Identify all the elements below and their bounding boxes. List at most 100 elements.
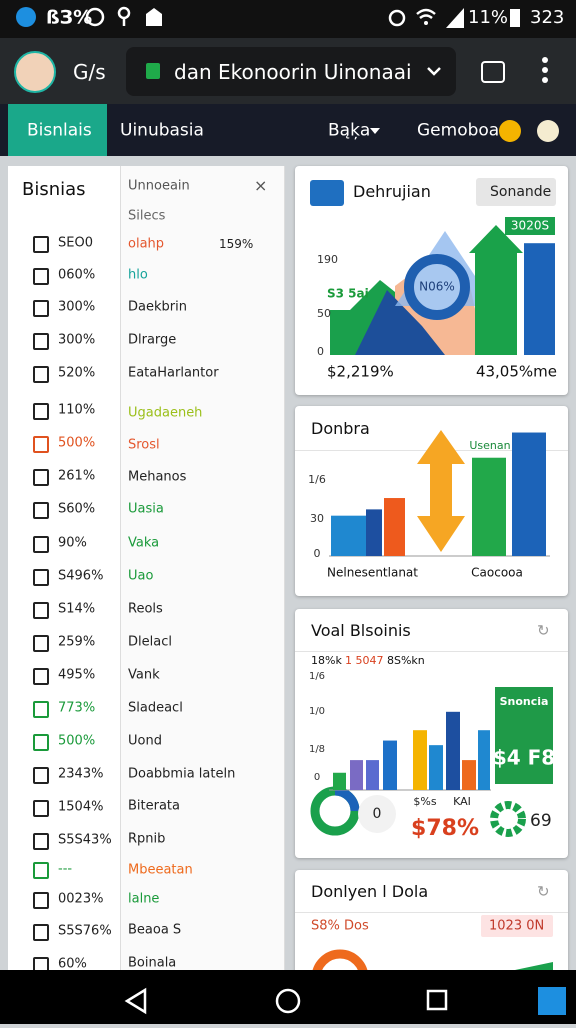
item-icon [33, 502, 49, 519]
sidebar-item[interactable]: --- [58, 861, 73, 877]
menu-button[interactable] [538, 56, 552, 86]
menu-item[interactable]: Vaka [128, 535, 160, 551]
sidebar-item[interactable]: 495% [58, 667, 96, 683]
menu-item[interactable]: Reols [128, 601, 163, 617]
sidebar-item[interactable]: 500% [58, 435, 96, 451]
sidebar-item[interactable]: 060% [58, 267, 96, 283]
nav-icons [124, 987, 566, 1015]
sidebar-item[interactable]: 300% [58, 332, 96, 348]
sidebar-item[interactable]: S60% [58, 501, 96, 517]
back-button[interactable] [124, 987, 147, 1015]
menu-item[interactable]: Mehanos [128, 469, 187, 485]
menu-item[interactable]: Daekbrin [128, 299, 187, 315]
close-icon[interactable]: × [254, 176, 268, 195]
sidebar-item[interactable]: 500% [58, 733, 96, 749]
gear-icon [490, 801, 526, 837]
url-chevron[interactable] [426, 65, 442, 77]
menu-item[interactable]: lalne [128, 891, 160, 907]
sidebar-item[interactable]: 60% [58, 956, 87, 972]
active-tab[interactable]: Bisnlais [8, 104, 107, 156]
menu-item-value: 159% [219, 237, 254, 251]
sidebar-item[interactable]: 1504% [58, 799, 104, 815]
stat-label: KAI [453, 795, 471, 808]
sidebar-item[interactable]: 259% [58, 634, 96, 650]
sidebar-item[interactable]: S496% [58, 568, 104, 584]
sidebar-item[interactable]: 110% [58, 402, 96, 418]
menu-item[interactable]: hlo [128, 267, 148, 283]
menu-item[interactable]: Dlelacl [128, 634, 172, 650]
tab-label[interactable]: Bisnlais [27, 120, 92, 141]
y-tick-label: 0 [314, 772, 320, 783]
sidebar-item[interactable]: 0023% [58, 891, 104, 907]
recents-button[interactable] [426, 989, 448, 1011]
profile-name[interactable]: G/s [73, 60, 106, 84]
card: Dehrujian Sonande 3020S 190 50 0 S3 5ai N06% $… [295, 166, 568, 395]
menu-item[interactable]: olahp [128, 236, 165, 252]
sidebar-item[interactable]: S5S43% [58, 832, 112, 848]
badge-text: 3020S [511, 219, 549, 233]
refresh-icon[interactable]: ↻ [537, 621, 550, 640]
menu-item[interactable]: Rpnib [128, 831, 166, 847]
menu-subtitle: Silecs [128, 208, 166, 224]
clock: 323 [530, 7, 565, 28]
menu-item[interactable]: Sladeacl [128, 700, 183, 716]
item-icon [33, 734, 49, 751]
tab-label[interactable]: Gemoboa [417, 120, 500, 141]
sidebar-item[interactable]: 520% [58, 365, 96, 381]
avatar[interactable] [14, 51, 56, 93]
item-icon [33, 469, 49, 486]
sidebar-item[interactable]: 261% [58, 468, 96, 484]
menu-item[interactable]: Biterata [128, 798, 180, 814]
tab-label[interactable]: Uinubasia [120, 120, 204, 141]
card-title: Dehrujian [353, 182, 431, 201]
bar [413, 730, 427, 790]
sidebar-item[interactable]: SEO0 [58, 235, 93, 251]
y-tick-label: 1/8 [309, 744, 325, 755]
app-button[interactable] [538, 987, 566, 1015]
menu-item[interactable]: Uao [128, 568, 154, 584]
menu-item[interactable]: Mbeeatan [128, 862, 193, 878]
menu-item[interactable]: Srosl [128, 437, 160, 453]
sidebar-item[interactable]: 773% [58, 700, 96, 716]
menu-title: Unnoeain [128, 178, 190, 194]
menu-panel: Unnoeain × Silecs olahp 159% hlo Daekbrin Dl… [120, 166, 285, 970]
item-icon [33, 635, 49, 652]
notification-icon[interactable] [499, 120, 521, 142]
card-button[interactable]: Sonande [476, 178, 556, 206]
menu-item[interactable]: Vank [128, 667, 160, 683]
sidebar: Bisnias SEO0 060% 300% 300% 520% 110% 500% 261%… [8, 166, 120, 974]
menu-item[interactable]: Boinala [128, 955, 177, 971]
menu-item[interactable]: Uasia [128, 501, 164, 517]
item-icon [33, 800, 49, 817]
item-icon [33, 436, 49, 453]
bar [384, 498, 405, 556]
home-button[interactable] [275, 988, 301, 1014]
sidebar-item[interactable]: S5S76% [58, 923, 112, 939]
menu-item[interactable]: Uond [128, 733, 162, 749]
refresh-icon[interactable]: ↻ [537, 882, 550, 901]
stat-value: 69 [530, 811, 552, 831]
menu-item[interactable]: EataHarlantor [128, 365, 219, 381]
sidebar-item[interactable]: 300% [58, 299, 96, 315]
tabs-button[interactable] [481, 61, 505, 83]
menu-item[interactable]: Dlrarge [128, 332, 177, 348]
menu-item[interactable]: Ugadaeneh [128, 405, 203, 421]
item-icon [33, 300, 49, 317]
sidebar-item[interactable]: 90% [58, 535, 87, 551]
sidebar-item[interactable]: S14% [58, 601, 96, 617]
menu-item[interactable]: Doabbmia lateln [128, 766, 236, 782]
sidebar-item[interactable]: 2343% [58, 766, 104, 782]
item-icon [33, 602, 49, 619]
bar [350, 760, 363, 790]
chart-tag: S3 5ai [327, 287, 369, 301]
dropdown-label[interactable]: Bąķa [328, 120, 371, 141]
x-label: Caocooa [471, 566, 523, 580]
button-label[interactable]: Sonande [490, 184, 552, 200]
url-bar[interactable]: dan Ekonoorin Uinonaai [126, 47, 456, 96]
bar [331, 515, 366, 556]
settings-icon[interactable] [537, 120, 559, 142]
dropdown-caret[interactable] [370, 128, 380, 136]
menu-item[interactable]: Beaoa S [128, 922, 182, 938]
url-text[interactable]: dan Ekonoorin Uinonaai [174, 60, 412, 84]
